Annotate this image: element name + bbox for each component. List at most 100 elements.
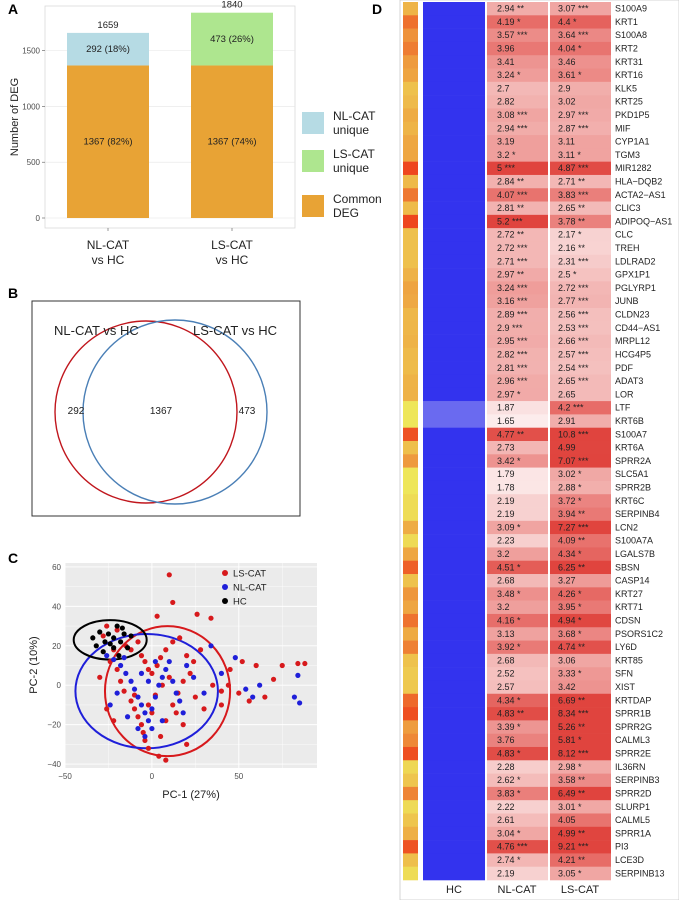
panel-a-y-ticks: 0 500 1000 1500 bbox=[22, 47, 45, 223]
heatmap-cell-nl-cat bbox=[487, 241, 548, 256]
panel-c-legend-dot bbox=[222, 584, 228, 590]
heatmap-value-nl-cat: 2.19 bbox=[497, 868, 515, 878]
heatmap-row-annotation bbox=[403, 2, 418, 16]
heatmap-cell-hc bbox=[423, 281, 485, 295]
heatmap-value-nl-cat: 3.41 bbox=[497, 57, 515, 67]
heatmap-cell-hc bbox=[423, 760, 485, 774]
heatmap-value-ls-cat: 4.2 *** bbox=[558, 403, 584, 413]
panel-label-d: D bbox=[372, 1, 382, 17]
heatmap-row-annotation bbox=[403, 414, 418, 428]
heatmap-value-nl-cat: 2.19 bbox=[497, 496, 515, 506]
heatmap-value-ls-cat: 3.58 ** bbox=[558, 775, 586, 785]
heatmap-cell-hc bbox=[423, 307, 485, 322]
heatmap-gene-label: SPRR2G bbox=[615, 722, 652, 732]
heatmap-cell-ls-cat bbox=[550, 241, 611, 256]
heatmap-row-annotation bbox=[403, 600, 418, 615]
heatmap-row-annotation bbox=[403, 334, 418, 349]
heatmap-cell-nl-cat bbox=[487, 480, 548, 495]
heatmap-value-nl-cat: 2.23 bbox=[497, 536, 515, 546]
heatmap-gene-label: CLC bbox=[615, 230, 634, 240]
heatmap-value-ls-cat: 4.94 * bbox=[558, 616, 582, 626]
heatmap-gene-label: GPX1P1 bbox=[615, 270, 650, 280]
point-ls-cat bbox=[184, 741, 190, 747]
point-ls-cat bbox=[138, 722, 145, 728]
heatmap-cell-hc bbox=[423, 427, 485, 442]
heatmap-value-nl-cat: 2.57 bbox=[497, 682, 515, 692]
heatmap-cell-hc bbox=[423, 228, 485, 242]
point-nl-cat bbox=[291, 694, 298, 700]
heatmap-cell-hc bbox=[423, 467, 485, 482]
heatmap-cell-hc bbox=[423, 148, 485, 162]
heatmap-cell-ls-cat bbox=[550, 95, 611, 109]
heatmap-cell-ls-cat bbox=[550, 866, 611, 881]
heatmap-row-annotation bbox=[403, 560, 418, 575]
point-nl-cat bbox=[295, 672, 301, 678]
heatmap-cell-nl-cat bbox=[487, 813, 548, 828]
heatmap-gene-label: CASP14 bbox=[615, 576, 650, 586]
heatmap-row-annotation bbox=[403, 507, 418, 522]
heatmap-gene-label: SPRR1A bbox=[615, 828, 651, 838]
heatmap-value-nl-cat: 2.68 bbox=[497, 576, 515, 586]
heatmap-gene-label: KRT2 bbox=[615, 43, 638, 53]
venn-count-nl-only: 292 bbox=[68, 406, 85, 417]
panel-a-x-category-label: LS-CAT vs HC bbox=[211, 238, 253, 267]
point-ls-cat bbox=[218, 702, 225, 708]
heatmap-row-annotation bbox=[403, 693, 418, 708]
heatmap-column-label: LS-CAT bbox=[561, 884, 600, 896]
heatmap-cell-nl-cat bbox=[487, 294, 548, 309]
heatmap-cell-hc bbox=[423, 454, 485, 468]
heatmap-cell-hc bbox=[423, 866, 485, 881]
panel-c-x-axis-label: PC-1 (27%) bbox=[162, 789, 219, 801]
point-nl-cat bbox=[121, 655, 127, 661]
ellipse-ls-cat bbox=[103, 625, 232, 758]
heatmap-cell-hc bbox=[423, 547, 485, 562]
heatmap-gene-label: LDLRAD2 bbox=[615, 256, 656, 266]
heatmap-row-annotation bbox=[403, 613, 418, 628]
heatmap-cell-hc bbox=[423, 480, 485, 495]
heatmap-row-annotation bbox=[403, 720, 418, 734]
heatmap-value-nl-cat: 3.92 * bbox=[497, 642, 521, 652]
heatmap-gene-label: SERPINB13 bbox=[615, 868, 665, 878]
point-nl-cat bbox=[131, 686, 138, 692]
heatmap-cell-nl-cat bbox=[487, 520, 548, 535]
heatmap-cell-ls-cat bbox=[550, 746, 611, 761]
heatmap-cell-hc bbox=[423, 214, 485, 229]
heatmap-gene-label: HLA−DQB2 bbox=[615, 177, 662, 187]
heatmap-cell-ls-cat bbox=[550, 560, 611, 575]
heatmap-gene-label: KRT71 bbox=[615, 602, 643, 612]
panel-a-bar-chart: 1367 (82%) 292 (18%) 1659 1367 (74%) 473 (26… bbox=[9, 0, 382, 267]
heatmap-gene-label: HCG4P5 bbox=[615, 349, 651, 359]
heatmap-value-ls-cat: 2.97 *** bbox=[558, 110, 589, 120]
heatmap-value-ls-cat: 3.42 bbox=[558, 682, 576, 692]
point-nl-cat bbox=[180, 710, 186, 716]
heatmap-cell-ls-cat bbox=[550, 707, 611, 721]
panel-c-y-tick-label: −20 bbox=[47, 721, 61, 730]
heatmap-cell-nl-cat bbox=[487, 653, 548, 668]
heatmap-cell-nl-cat bbox=[487, 574, 548, 588]
heatmap-cell-ls-cat bbox=[550, 613, 611, 628]
heatmap-value-ls-cat: 3.05 * bbox=[558, 868, 582, 878]
heatmap-gene-label: SERPINB4 bbox=[615, 509, 660, 519]
point-nl-cat bbox=[149, 725, 155, 732]
heatmap-value-nl-cat: 2.68 bbox=[497, 655, 515, 665]
heatmap-row-annotation bbox=[403, 441, 418, 455]
heatmap-cell-hc bbox=[423, 401, 485, 415]
panel-b-venn: NL-CAT vs HC LS-CAT vs HC 292 1367 473 bbox=[31, 300, 301, 517]
heatmap-cell-hc bbox=[423, 680, 485, 695]
heatmap-cell-nl-cat bbox=[487, 401, 548, 415]
heatmap-value-ls-cat: 2.54 *** bbox=[558, 363, 589, 373]
heatmap-value-nl-cat: 3.57 *** bbox=[497, 30, 528, 40]
heatmap-row-annotation bbox=[403, 786, 418, 801]
heatmap-cell-hc bbox=[423, 95, 485, 109]
heatmap-gene-label: S100A7 bbox=[615, 429, 647, 439]
panel-d-heatmap: 2.94 ** 3.07 *** S100A9 4.19 * 4.4 * KRT1 3.57… bbox=[399, 0, 679, 900]
heatmap-cell-ls-cat bbox=[550, 2, 611, 16]
point-hc bbox=[90, 635, 96, 641]
heatmap-value-ls-cat: 4.74 ** bbox=[558, 642, 586, 652]
heatmap-cell-hc bbox=[423, 707, 485, 721]
point-nl-cat bbox=[124, 714, 131, 720]
bar-total-label: 1659 bbox=[97, 20, 118, 31]
heatmap-value-ls-cat: 2.31 *** bbox=[558, 256, 589, 266]
heatmap-cell-hc bbox=[423, 108, 485, 123]
